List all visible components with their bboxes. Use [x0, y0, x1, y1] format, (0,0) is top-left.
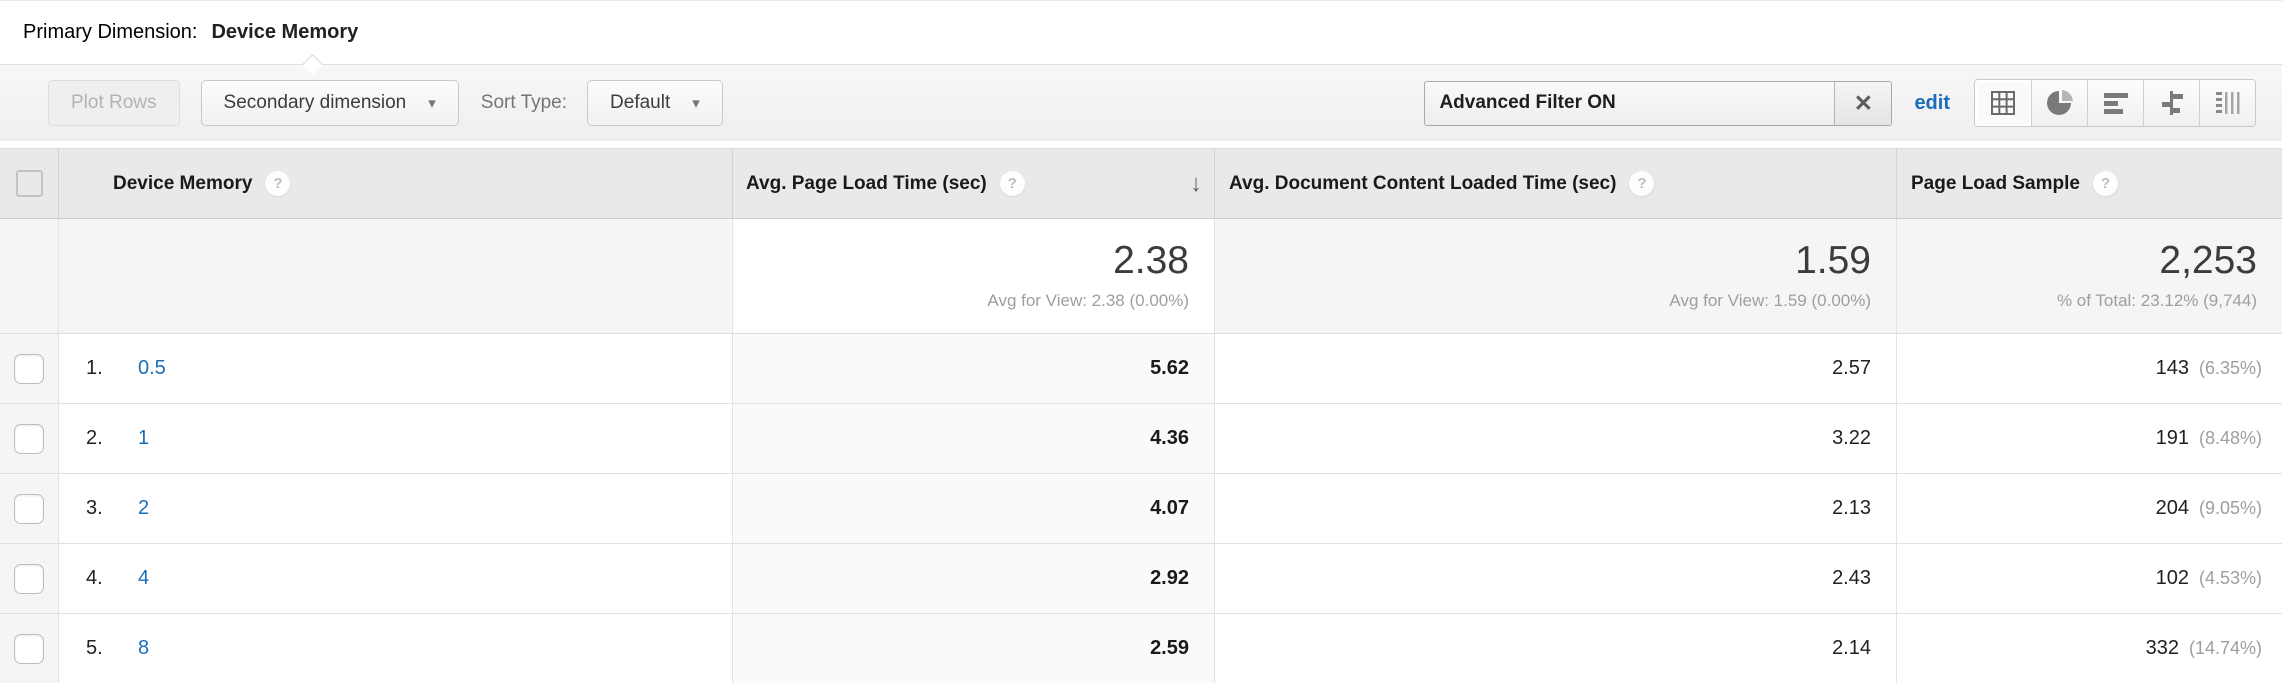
avg-dcl-time-cell: 2.43 [1214, 544, 1896, 613]
page-load-sample-cell: 204 (9.05%) [1896, 474, 2282, 543]
pivot-view-button[interactable] [2199, 80, 2255, 126]
close-icon: ✕ [1853, 89, 1874, 116]
help-icon[interactable]: ? [265, 171, 291, 196]
advanced-filter-label: Advanced Filter ON [1439, 92, 1616, 113]
chevron-down-icon: ▾ [692, 95, 700, 112]
dimension-value-link[interactable]: 1 [138, 427, 150, 449]
plot-rows-button[interactable]: Plot Rows [48, 80, 180, 126]
chevron-down-icon: ▾ [428, 95, 436, 112]
avg-page-load-time-cell: 2.92 [732, 544, 1214, 613]
row-index: 4. [86, 567, 103, 589]
row-checkbox[interactable] [14, 423, 44, 454]
column-header-avg-dcl-time[interactable]: Avg. Document Content Loaded Time (sec) … [1214, 149, 1896, 218]
row-index: 1. [86, 357, 103, 379]
edit-filter-link[interactable]: edit [1914, 91, 1950, 114]
dimension-value-link[interactable]: 2 [138, 497, 150, 519]
row-checkbox[interactable] [14, 493, 44, 524]
row-index: 2. [86, 427, 103, 449]
sort-descending-icon[interactable]: ↓ [1190, 169, 1202, 197]
sort-type-value: Default [610, 92, 671, 113]
view-switcher [1974, 79, 2256, 127]
secondary-dimension-dropdown[interactable]: Secondary dimension ▾ [200, 80, 459, 126]
sort-type-dropdown[interactable]: Default ▾ [587, 80, 723, 126]
select-all-checkbox[interactable] [15, 170, 43, 197]
comparison-icon [2157, 88, 2187, 118]
table-row: 5. 8 2.59 2.14 332 (14.74%) [0, 614, 2282, 683]
sort-type-label: Sort Type: [480, 92, 568, 113]
avg-dcl-time-cell: 3.22 [1214, 404, 1896, 473]
table-row: 2. 1 4.36 3.22 191 (8.48%) [0, 404, 2282, 474]
header-checkbox-cell [0, 149, 58, 218]
primary-dimension-label: Primary Dimension: [23, 21, 198, 43]
avg-dcl-time-cell: 2.14 [1214, 614, 1896, 683]
dimension-value-link[interactable]: 0.5 [138, 357, 166, 379]
percentage-view-button[interactable] [2031, 80, 2087, 126]
page-load-sample-cell: 191 (8.48%) [1896, 404, 2282, 473]
row-checkbox[interactable] [14, 353, 44, 384]
primary-dimension-value[interactable]: Device Memory [211, 21, 359, 43]
avg-page-load-time-cell: 5.62 [732, 334, 1214, 403]
table-row: 1. 0.5 5.62 2.57 143 (6.35%) [0, 334, 2282, 404]
table-toolbar: Plot Rows Secondary dimension ▾ Sort Typ… [0, 64, 2282, 141]
pie-chart-icon [2045, 88, 2075, 118]
avg-page-load-time-cell: 4.07 [732, 474, 1214, 543]
remove-filter-button[interactable]: ✕ [1834, 81, 1892, 125]
bar-chart-icon [2101, 88, 2131, 118]
data-table: Device Memory ? Avg. Page Load Time (sec… [0, 148, 2282, 683]
summary-page-load-sample: 2,253 % of Total: 23.12% (9,744) [1896, 219, 2282, 333]
page-load-sample-cell: 332 (14.74%) [1896, 614, 2282, 683]
comparison-view-button[interactable] [2143, 80, 2199, 126]
help-icon[interactable]: ? [1629, 171, 1655, 196]
column-header-page-load-sample[interactable]: Page Load Sample ? [1896, 149, 2282, 218]
summary-avg-page-load-time: 2.38 Avg for View: 2.38 (0.00%) [732, 219, 1214, 333]
row-index: 5. [86, 637, 103, 659]
row-checkbox[interactable] [14, 633, 44, 664]
table-row: 4. 4 2.92 2.43 102 (4.53%) [0, 544, 2282, 614]
row-checkbox[interactable] [14, 563, 44, 594]
avg-page-load-time-cell: 2.59 [732, 614, 1214, 683]
secondary-dimension-label: Secondary dimension [223, 92, 407, 113]
performance-view-button[interactable] [2087, 80, 2143, 126]
column-header-device-memory[interactable]: Device Memory ? [58, 149, 732, 218]
summary-avg-dcl-time: 1.59 Avg for View: 1.59 (0.00%) [1214, 219, 1896, 333]
page-load-sample-cell: 102 (4.53%) [1896, 544, 2282, 613]
table-view-icon [1988, 88, 2018, 118]
avg-page-load-time-cell: 4.36 [732, 404, 1214, 473]
primary-dimension-bar: Primary Dimension: Device Memory [0, 1, 2282, 76]
avg-dcl-time-cell: 2.13 [1214, 474, 1896, 543]
row-index: 3. [86, 497, 103, 519]
advanced-filter-badge: Advanced Filter ON ✕ [1424, 80, 1893, 126]
help-icon[interactable]: ? [2092, 171, 2118, 196]
pivot-icon [2213, 88, 2243, 118]
page-load-sample-cell: 143 (6.35%) [1896, 334, 2282, 403]
column-header-avg-page-load-time[interactable]: Avg. Page Load Time (sec) ? ↓ [732, 149, 1214, 218]
summary-row: 2.38 Avg for View: 2.38 (0.00%) 1.59 Avg… [0, 219, 2282, 334]
dimension-value-link[interactable]: 4 [138, 567, 150, 589]
help-icon[interactable]: ? [999, 171, 1025, 196]
table-header-row: Device Memory ? Avg. Page Load Time (sec… [0, 148, 2282, 219]
avg-dcl-time-cell: 2.57 [1214, 334, 1896, 403]
table-view-button[interactable] [1975, 80, 2031, 126]
table-row: 3. 2 4.07 2.13 204 (9.05%) [0, 474, 2282, 544]
dimension-value-link[interactable]: 8 [138, 637, 150, 659]
